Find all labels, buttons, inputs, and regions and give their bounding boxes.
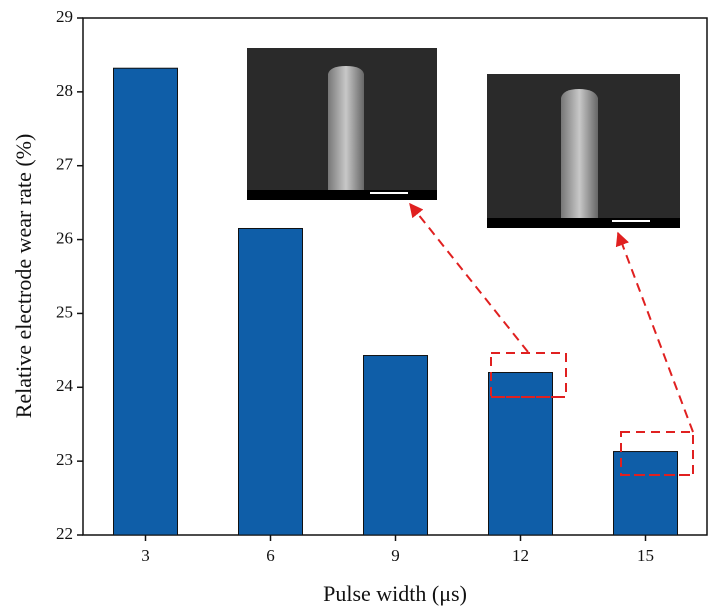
- y-tick-label: 28: [56, 81, 73, 100]
- x-tick-label: 15: [637, 546, 654, 565]
- x-tick-label: 3: [141, 546, 150, 565]
- x-tick-label: 12: [512, 546, 529, 565]
- y-tick-label: 25: [56, 302, 73, 321]
- y-tick-label: 29: [56, 7, 73, 26]
- y-tick-label: 23: [56, 450, 73, 469]
- bar: [614, 452, 678, 535]
- chart: 22 23 24 25 26 27 28 29 3 6 9 12 15 Pulse width (μs)…: [0, 0, 709, 609]
- bar: [114, 68, 178, 535]
- y-tick-label: 24: [56, 376, 74, 395]
- y-tick-label: 27: [56, 155, 74, 174]
- sem-inset: [247, 48, 437, 200]
- bar: [364, 356, 428, 535]
- x-tick-label: 6: [266, 546, 275, 565]
- y-axis-title: Relative electrode wear rate (%): [11, 134, 36, 419]
- y-tick-label: 22: [56, 524, 73, 543]
- bar: [239, 228, 303, 535]
- x-axis-title: Pulse width (μs): [323, 581, 467, 606]
- sem-inset: [487, 74, 680, 228]
- x-tick-label: 9: [391, 546, 400, 565]
- y-tick-label: 26: [56, 228, 73, 247]
